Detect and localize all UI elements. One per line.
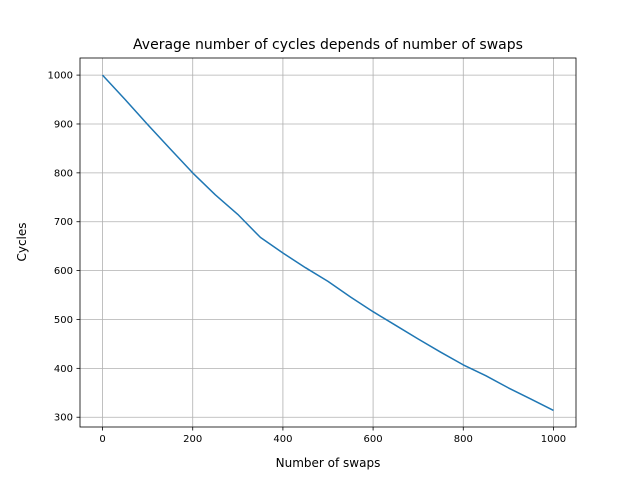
x-tick-label: 1000 [541, 434, 566, 445]
series-layer [101, 74, 554, 412]
y-tick-label: 1000 [48, 71, 73, 82]
y-tick-label: 500 [54, 315, 73, 326]
x-axis: 0 200 400 600 800 1000 [99, 427, 566, 445]
grid [80, 58, 576, 427]
y-tick-label: 400 [54, 364, 73, 375]
y-tick-label: 600 [54, 266, 73, 277]
series-line [101, 74, 554, 412]
y-tick-label: 700 [54, 217, 73, 228]
x-tick-label: 600 [364, 434, 383, 445]
y-tick-label: 800 [54, 168, 73, 179]
x-tick-label: 400 [273, 434, 292, 445]
chart-title: Average number of cycles depends of numb… [133, 37, 523, 53]
plot-frame [79, 57, 577, 428]
y-axis: 300 400 500 600 700 800 900 1000 [48, 71, 80, 424]
x-tick-label: 0 [99, 434, 105, 445]
x-axis-label: Number of swaps [276, 456, 381, 470]
x-tick-label: 200 [183, 434, 202, 445]
x-tick-label: 800 [454, 434, 473, 445]
y-tick-label: 900 [54, 119, 73, 130]
y-tick-label: 300 [54, 413, 73, 424]
y-axis-label: Cycles [15, 222, 29, 261]
